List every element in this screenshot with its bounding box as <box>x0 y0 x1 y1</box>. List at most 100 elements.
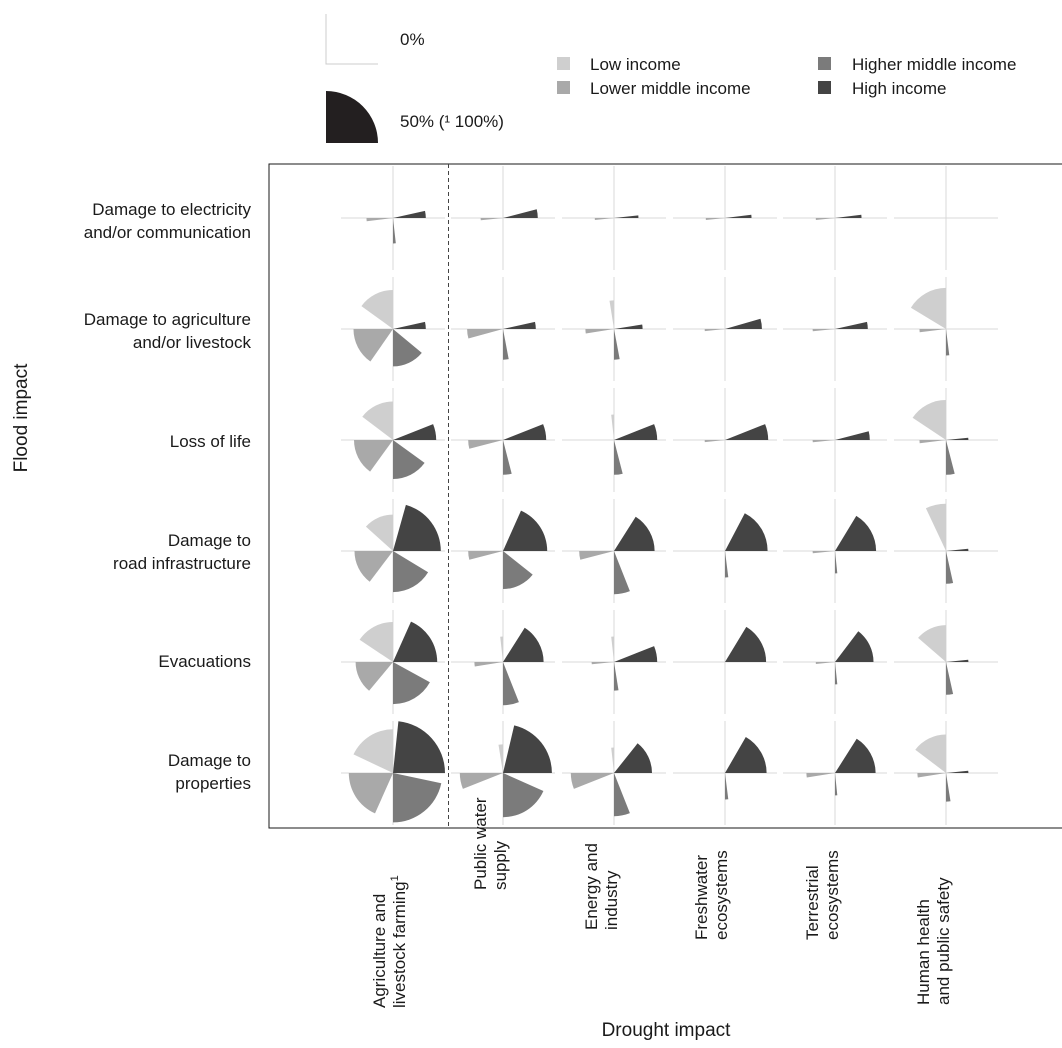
column-label-4-line1: Freshwater <box>692 855 711 940</box>
wedge-higher-middle-income <box>503 662 519 706</box>
wedge-high-income <box>835 738 876 773</box>
wedge-high-income <box>503 424 547 440</box>
wedge-low-income <box>609 300 614 329</box>
wedge-high-income <box>393 424 437 440</box>
wedge-lower-middle-income <box>815 662 835 664</box>
wedge-low-income <box>498 744 503 773</box>
wedge-low-income <box>910 287 946 329</box>
wedge-high-income <box>614 743 652 773</box>
glyph-r1-c1 <box>341 166 445 270</box>
glyph-r1-c6 <box>894 166 998 270</box>
wedge-lower-middle-income <box>917 773 946 778</box>
column-label-6: Human health and public safety <box>914 877 953 1005</box>
glyph-r3-c5 <box>783 388 887 492</box>
column-label-2-line1: Public water <box>471 797 490 890</box>
wedge-higher-middle-income <box>614 551 630 595</box>
wedge-high-income <box>725 424 769 440</box>
glyph-r1-c4 <box>673 166 777 270</box>
legend-label-higher-middle-income: Higher middle income <box>852 55 1016 74</box>
wedge-low-income <box>925 503 946 551</box>
glyph-r6-c4 <box>673 721 777 825</box>
wedge-lower-middle-income <box>705 218 725 220</box>
column-label-2-line2: supply <box>491 840 510 890</box>
row-label-4-line1: Damage to <box>168 531 251 550</box>
x-axis-title: Drought impact <box>602 1020 732 1041</box>
scale-legend-zero-glyph <box>325 14 378 65</box>
glyph-r4-c6 <box>894 499 998 603</box>
wedge-higher-middle-income <box>835 551 838 574</box>
wedge-high-income <box>614 324 643 329</box>
glyph-r5-c6 <box>894 610 998 714</box>
wedge-high-income <box>503 725 552 773</box>
glyph-r3-c2 <box>451 388 555 492</box>
glyph-r2-c4 <box>673 277 777 381</box>
legend-swatch-lower-middle-income <box>557 81 570 94</box>
glyph-r3-c1 <box>341 388 445 492</box>
wedge-lower-middle-income <box>806 773 835 778</box>
glyph-r2-c6 <box>894 277 998 381</box>
row-label-4-line2: road infrastructure <box>113 554 251 573</box>
wedge-high-income <box>835 321 868 329</box>
wedge-high-income <box>393 321 426 329</box>
glyph-r2-c5 <box>783 277 887 381</box>
wedge-lower-middle-income <box>480 218 503 221</box>
glyph-r3-c3 <box>562 388 666 492</box>
wedge-higher-middle-income <box>614 662 619 691</box>
wedge-lower-middle-income <box>474 662 503 667</box>
glyph-r4-c4 <box>673 499 777 603</box>
wedge-lower-middle-income <box>348 773 393 814</box>
wedge-low-income <box>611 636 614 662</box>
glyph-r5-c5 <box>783 610 887 714</box>
wedge-high-income <box>725 318 762 329</box>
wedge-low-income <box>362 401 393 440</box>
glyph-r6-c1 <box>341 721 445 825</box>
row-label-5-line2: Evacuations <box>158 652 251 671</box>
column-label-6-line2: and public safety <box>934 877 953 1005</box>
wedge-high-income <box>503 510 548 551</box>
wedge-lower-middle-income <box>459 773 503 789</box>
wedge-lower-middle-income <box>815 218 835 220</box>
wedge-lower-middle-income <box>919 440 946 444</box>
wedge-low-income <box>915 734 946 773</box>
glyph-r4-c2 <box>451 499 555 603</box>
wedge-higher-middle-income <box>393 551 429 593</box>
wedge-higher-middle-income <box>835 773 838 796</box>
wedge-high-income <box>835 431 870 440</box>
wedge-higher-middle-income <box>614 773 630 817</box>
legend-swatch-low-income <box>557 57 570 70</box>
wedge-higher-middle-income <box>946 551 954 584</box>
wedge-high-income <box>946 437 969 440</box>
wedge-high-income <box>503 627 544 662</box>
wedge-high-income <box>946 770 969 773</box>
wedge-high-income <box>725 513 768 551</box>
wedge-high-income <box>835 515 877 551</box>
wedge-high-income <box>503 209 538 218</box>
wedge-higher-middle-income <box>393 662 430 705</box>
wedge-higher-middle-income <box>503 551 533 589</box>
wedge-high-income <box>393 504 441 551</box>
glyph-r1-c3 <box>562 166 666 270</box>
glyph-r6-c2 <box>451 721 555 825</box>
legend-label-high-income: High income <box>852 79 947 98</box>
wedge-lower-middle-income <box>812 329 835 332</box>
row-label-2-line1: Damage to agriculture <box>84 310 251 329</box>
column-label-6-line1: Human health <box>914 899 933 1005</box>
column-label-5-line1: Terrestrial <box>803 865 822 940</box>
legend-swatch-higher-middle-income <box>818 57 831 70</box>
wedge-lower-middle-income <box>355 662 393 691</box>
glyph-r4-c3 <box>562 499 666 603</box>
column-label-3-line2: industry <box>602 870 621 930</box>
wedge-low-income <box>361 290 393 329</box>
wedge-high-income <box>614 646 658 662</box>
wedge-lower-middle-income <box>704 329 725 332</box>
scale-legend-max-glyph <box>326 91 378 143</box>
svg-text:livestock farming1: livestock farming1 <box>389 875 409 1008</box>
wedge-higher-middle-income <box>503 773 544 818</box>
y-axis-title: Flood impact <box>11 363 32 472</box>
plot-frame <box>268 163 1062 829</box>
row-label-1-line1: Damage to electricity <box>92 200 251 219</box>
wedge-low-income <box>611 414 614 440</box>
wedge-higher-middle-income <box>946 773 951 802</box>
glyph-axes <box>894 166 998 270</box>
